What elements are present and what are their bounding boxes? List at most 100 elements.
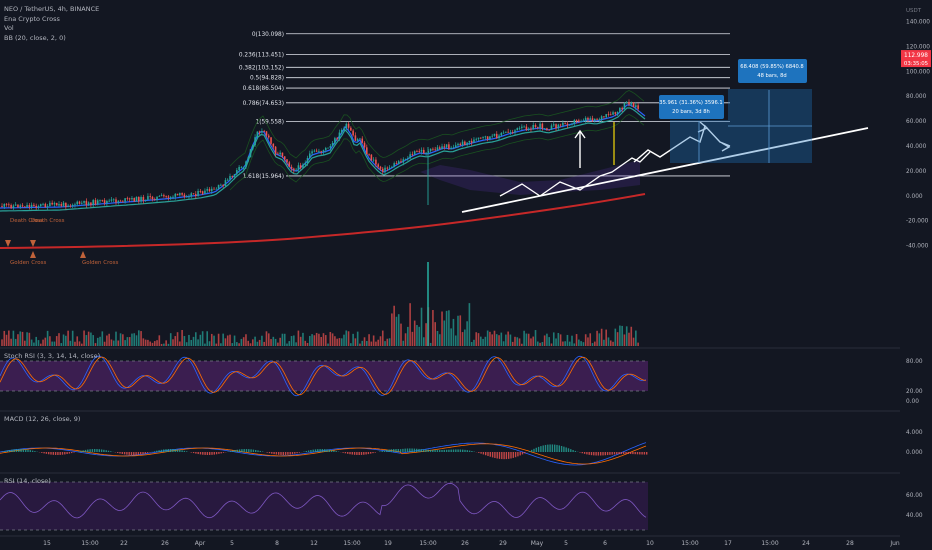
volume-bar [222, 333, 224, 346]
candle-body [566, 123, 569, 126]
bb-upper [229, 90, 645, 167]
stoch-rsi-legend[interactable]: Stoch RSI (3, 3, 14, 14, close) [4, 352, 101, 360]
volume-bar [336, 338, 338, 346]
candle-body [523, 126, 525, 128]
candle-body [192, 193, 195, 195]
macd-histogram-bar [202, 452, 204, 455]
volume-bar [245, 334, 247, 346]
price-axis[interactable]: USDT260.000240.000220.000200.000180.0001… [900, 0, 932, 550]
volume-bar [215, 343, 218, 346]
macd-histogram-bar [521, 452, 524, 455]
candle-body [334, 138, 336, 144]
macd-histogram-bar [503, 452, 505, 460]
volume-bar [128, 337, 131, 346]
macd-histogram-bar [556, 444, 558, 452]
macd-histogram-bar [268, 452, 271, 454]
time-axis[interactable]: 15 15:00 22 26 Apr 5 8 12 15:00 19 15:00 26 29 May 5 6 1… [43, 540, 900, 547]
volume-bar [26, 332, 28, 346]
volume-bar [181, 330, 183, 346]
macd-legend[interactable]: MACD (12, 26, close, 9) [4, 415, 81, 423]
volume-bar [575, 334, 578, 346]
fibonacci-retracement[interactable]: 0(130.098) 0.236(113.451) 0.382(103.152) 0.… [239, 32, 730, 180]
macd-histogram-bar [287, 452, 289, 455]
macd-histogram-bar [259, 450, 261, 452]
volume-bar [94, 343, 97, 346]
measure-label-text: 35.961 (31.36%) 3596.1 [659, 100, 722, 106]
price-tick: 120.000 [906, 44, 930, 50]
candle-body [400, 161, 402, 163]
volume-bar [108, 333, 110, 346]
volume-bar [131, 333, 133, 346]
macd-histogram-bar [356, 452, 358, 455]
rsi-legend[interactable]: RSI (14, close) [4, 477, 51, 485]
measure-label-text: 68.408 (59.85%) 6840.8 [740, 64, 803, 70]
volume-bar [17, 334, 19, 346]
candle-body [204, 190, 206, 194]
macd-histogram-bar [195, 452, 197, 454]
volume-bar [327, 343, 329, 346]
price-tick: 140.000 [906, 19, 930, 25]
candle-body [619, 107, 621, 113]
volume-bar [550, 343, 553, 346]
macd-histogram-bar [365, 452, 367, 455]
volume-bar [58, 333, 60, 346]
volume-bar [176, 332, 179, 346]
volume-bar [208, 341, 211, 346]
user-drawings[interactable] [0, 0, 900, 213]
volume-bar [231, 343, 234, 346]
volume-bar [632, 337, 635, 346]
volume-bar [188, 334, 190, 346]
volume-bar [30, 339, 33, 346]
volume-bar [523, 330, 525, 346]
macd-histogram-bar [271, 452, 273, 454]
candle-body [318, 151, 320, 153]
macd-histogram-bar [324, 449, 326, 452]
volume-bar [217, 333, 220, 346]
macd-histogram-bar [531, 449, 533, 452]
volume-bar [53, 341, 56, 346]
macd-histogram-bar [517, 452, 519, 457]
volume-bar [85, 335, 88, 346]
volume-bar [286, 343, 288, 346]
macd-histogram-bar [96, 449, 98, 452]
macd-histogram-bar [48, 452, 50, 455]
pane-tick: 0.00 [906, 399, 919, 405]
macd-histogram-bar [137, 452, 140, 455]
candle-body [172, 196, 174, 198]
candle-body [26, 205, 28, 208]
candle-body [176, 193, 179, 196]
indicator-bb[interactable]: BB (20, close, 2, 0) [4, 33, 66, 42]
volume-bar [92, 335, 94, 346]
candle-body [65, 202, 67, 208]
ma-teal [0, 107, 646, 212]
time-tick: 26 [161, 540, 169, 547]
volume-bar [42, 339, 44, 346]
symbol-title[interactable]: NEO / TetherUS, 4h, BINANCE [4, 5, 100, 13]
volume-bar [334, 336, 336, 346]
time-tick: 28 [846, 540, 854, 547]
candle-body [197, 191, 199, 196]
macd-histogram-bar [333, 450, 335, 452]
candle-body [511, 132, 514, 133]
volume-bar [169, 333, 172, 346]
macd-histogram-bar [105, 450, 107, 452]
fib-level-label: 0.786(74.653) [243, 101, 284, 107]
pane-tick: 40.00 [906, 513, 923, 519]
volume-bar [443, 320, 446, 346]
candle-body [573, 120, 576, 124]
candle-body [201, 191, 204, 194]
candle-body [388, 167, 391, 169]
candle-body [441, 146, 443, 149]
volume-bar [313, 335, 316, 346]
candle-body [290, 166, 293, 169]
candle-body [126, 198, 129, 199]
measure-tools[interactable]: 68.408 (59.85%) 6840.8 48 bars, 8d 35.961 … [659, 59, 812, 163]
volume-bar [19, 331, 22, 346]
macd-histogram-bar [146, 452, 149, 453]
volume-bar [609, 340, 612, 346]
indicator-ena-cross[interactable]: Ena Crypto Cross [4, 14, 60, 23]
indicator-vol[interactable]: Vol [4, 24, 14, 32]
macd-histogram-bar [273, 452, 275, 455]
macd-histogram-bar [71, 452, 73, 454]
